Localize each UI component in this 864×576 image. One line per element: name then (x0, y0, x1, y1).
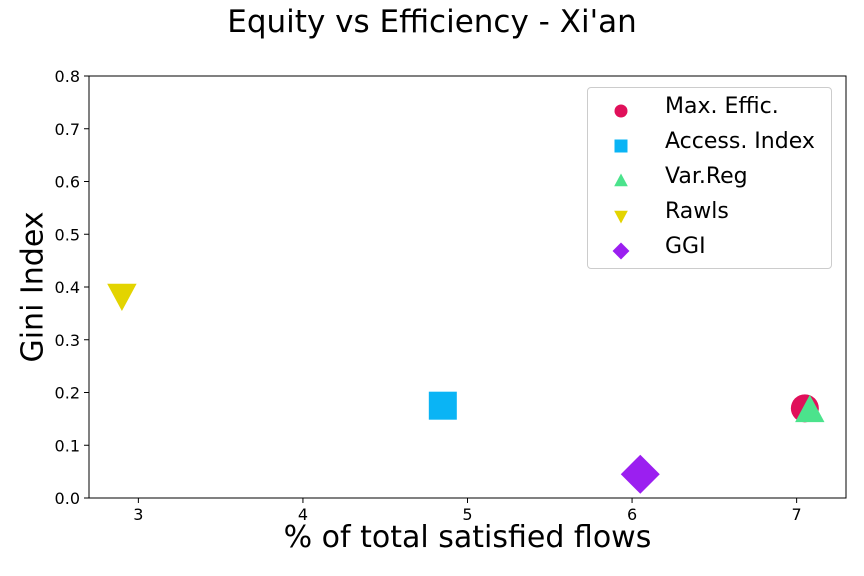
y-tick-label: 0.7 (55, 120, 80, 139)
x-axis-label: % of total satisfied flows (283, 520, 652, 555)
marker-access-index (428, 391, 457, 420)
data-markers (107, 283, 825, 494)
y-tick-label: 0.6 (55, 173, 80, 192)
x-axis-ticks: 3 4 5 6 7 (133, 498, 802, 524)
legend-label: Max. Effic. (665, 94, 779, 119)
marker-rawls (107, 283, 137, 312)
legend-item: Max. Effic. (588, 93, 831, 123)
marker-ggi (620, 454, 660, 494)
x-tick-label: 6 (627, 505, 637, 524)
legend-item: Rawls (588, 198, 831, 228)
legend-label: Rawls (665, 199, 729, 224)
y-axis-label: Gini Index (15, 211, 51, 363)
y-tick-label: 0.0 (55, 489, 80, 508)
legend-marker (614, 173, 628, 187)
legend-marker (614, 104, 628, 118)
legend-item: Access. Index (588, 128, 831, 158)
chart-title: Equity vs Efficiency - Xi'an (227, 4, 637, 40)
legend-marker (612, 242, 630, 260)
marker-var-reg (795, 394, 825, 423)
legend: Max. Effic. Access. Index Var.Reg Rawls GGI (587, 87, 832, 269)
legend-square-marker (614, 139, 628, 153)
legend-circle-marker (614, 104, 628, 118)
legend-triangle-up-marker (614, 173, 628, 187)
legend-triangle-down-marker (614, 210, 628, 224)
legend-label: Access. Index (665, 129, 815, 154)
y-axis-ticks: 0.0 0.1 0.2 0.3 0.4 0.5 0.6 0.7 0.8 (55, 67, 89, 508)
x-tick-label: 5 (462, 505, 472, 524)
legend-marker (614, 210, 628, 224)
legend-diamond-marker (612, 242, 630, 260)
x-tick-label: 3 (133, 505, 143, 524)
y-tick-label: 0.8 (55, 67, 80, 86)
legend-marker (614, 139, 628, 153)
y-tick-label: 0.3 (55, 331, 80, 350)
y-tick-label: 0.5 (55, 225, 80, 244)
x-tick-label: 4 (298, 505, 308, 524)
x-tick-label: 7 (792, 505, 802, 524)
legend-item: Var.Reg (588, 163, 831, 193)
legend-item: GGI (588, 233, 831, 263)
legend-label: Var.Reg (665, 164, 748, 189)
y-tick-label: 0.4 (55, 278, 80, 297)
y-tick-label: 0.1 (55, 436, 80, 455)
y-tick-label: 0.2 (55, 384, 80, 403)
legend-label: GGI (665, 234, 706, 259)
